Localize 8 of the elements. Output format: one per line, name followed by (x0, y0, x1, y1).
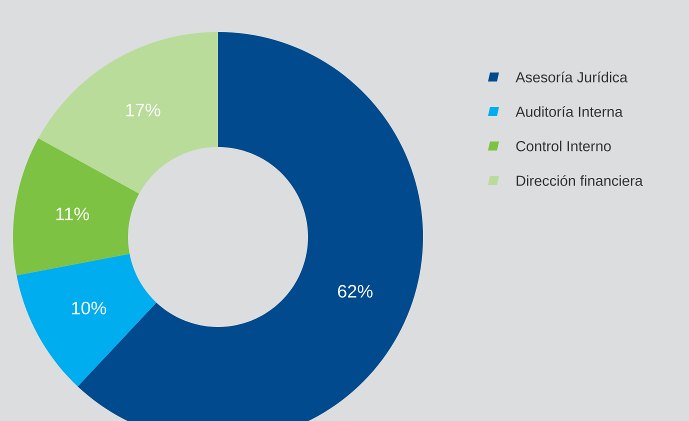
legend-label: Auditoría Interna (516, 106, 623, 117)
legend-label: Control Interno (516, 140, 611, 152)
legend-label: Dirección financiera (516, 175, 643, 186)
data-label: 10% (72, 302, 106, 314)
data-label: 17% (126, 104, 160, 116)
legend-label: Asesoría Jurídica (516, 72, 628, 82)
data-label: 62% (338, 284, 373, 298)
data-label: 11% (56, 208, 90, 220)
